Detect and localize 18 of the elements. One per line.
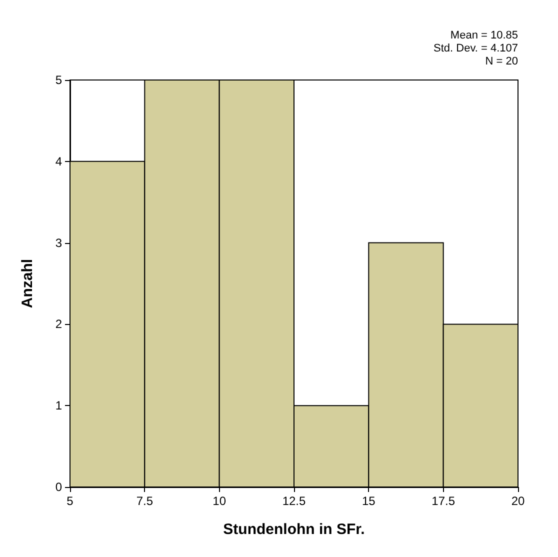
x-tick-label: 7.5 xyxy=(136,494,154,508)
y-tick-label: 0 xyxy=(55,480,62,494)
x-tick-label: 15 xyxy=(362,494,376,508)
x-tick-label: 12.5 xyxy=(282,494,306,508)
y-axis-title: Anzahl xyxy=(19,258,36,308)
x-tick-label: 20 xyxy=(511,494,525,508)
y-tick-label: 3 xyxy=(55,236,62,250)
x-tick-label: 5 xyxy=(66,494,74,508)
y-tick-label: 4 xyxy=(55,154,62,168)
y-tick-label: 5 xyxy=(55,73,62,87)
x-tick-label: 10 xyxy=(212,494,226,508)
text: Mean = 10.85 xyxy=(450,30,518,42)
x-axis-title: Stundenlohn in SFr. xyxy=(223,521,365,538)
text: Std. Dev. = 4.107 xyxy=(434,42,518,54)
text: N = 20 xyxy=(485,56,518,68)
y-tick-label: 2 xyxy=(55,317,62,332)
y-tick-label: 1 xyxy=(55,398,62,413)
x-tick-label: 17.5 xyxy=(432,494,456,508)
